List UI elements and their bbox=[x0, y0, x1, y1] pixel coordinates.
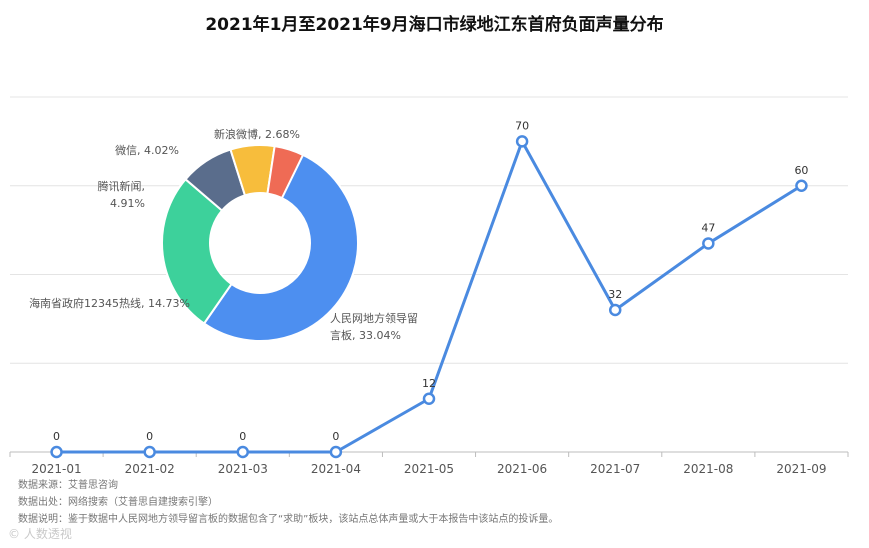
donut-slice bbox=[161, 177, 233, 325]
x-axis: 2021-01 2021-02 2021-03 2021-04 2021-05 2021-… bbox=[9, 451, 849, 476]
data-label: 12 bbox=[422, 377, 436, 390]
data-label: 60 bbox=[794, 164, 808, 177]
grid-lines bbox=[10, 96, 848, 364]
data-point bbox=[795, 179, 808, 192]
donut-slice bbox=[202, 143, 359, 342]
x-tick-label: 2021-07 bbox=[590, 462, 640, 476]
data-point bbox=[608, 303, 622, 317]
x-tick-label: 2021-08 bbox=[683, 462, 733, 476]
data-point bbox=[329, 445, 343, 459]
data-label: 70 bbox=[515, 119, 529, 132]
note-source: 数据来源：艾普思咨询 bbox=[18, 480, 118, 491]
donut-slice bbox=[266, 144, 305, 200]
x-tick-label: 2021-06 bbox=[497, 462, 547, 476]
note-explain: 数据说明：鉴于数据中人民网地方领导留言板的数据包含了“求助”板块，该站点总体声量… bbox=[18, 514, 559, 525]
data-point bbox=[422, 392, 436, 405]
data-label: 47 bbox=[701, 221, 715, 234]
line-series: 0 0 0 0 12 70 32 47 60 bbox=[50, 119, 808, 459]
note-origin: 数据出处：网络搜索（艾普思自建搜索引擎） bbox=[18, 497, 218, 508]
data-point bbox=[50, 445, 63, 459]
data-point bbox=[236, 445, 250, 459]
data-label: 0 bbox=[332, 430, 339, 443]
footnotes: 数据来源：艾普思咨询 数据出处：网络搜索（艾普思自建搜索引擎） 数据说明：鉴于数… bbox=[18, 477, 558, 528]
x-tick-label: 2021-01 bbox=[31, 462, 81, 476]
slice-label: 新浪微博, 2.68% bbox=[214, 127, 300, 141]
x-tick-label: 2021-03 bbox=[218, 462, 268, 476]
slice-label: 人民网地方领导留言板, 33.04% bbox=[330, 311, 418, 342]
data-label: 0 bbox=[146, 430, 153, 443]
x-tick-label: 2021-02 bbox=[125, 462, 175, 476]
slice-label: 海南省政府12345热线, 14.73% bbox=[29, 296, 190, 310]
donut-chart: 人民网地方领导留言板, 33.04% 海南省政府12345热线, 14.73% 腾讯… bbox=[29, 127, 418, 342]
watermark: © 人数透视 bbox=[8, 527, 72, 541]
data-point bbox=[702, 237, 715, 250]
data-point bbox=[515, 135, 529, 148]
data-label: 32 bbox=[608, 288, 622, 301]
x-tick-label: 2021-04 bbox=[311, 462, 361, 476]
data-label: 0 bbox=[53, 430, 60, 443]
x-tick-label: 2021-09 bbox=[776, 462, 826, 476]
slice-label: 微信, 4.02% bbox=[115, 143, 179, 157]
slice-label: 腾讯新闻, 4.91% bbox=[98, 179, 146, 210]
data-label: 0 bbox=[239, 430, 246, 443]
chart-title: 2021年1月至2021年9月海口市绿地江东首府负面声量分布 bbox=[205, 15, 664, 35]
data-point bbox=[143, 445, 156, 459]
x-tick-label: 2021-05 bbox=[404, 462, 454, 476]
